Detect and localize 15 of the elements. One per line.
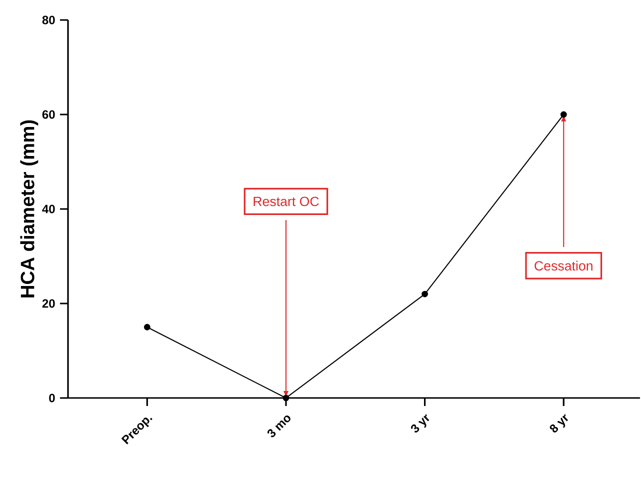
x-tick-label: 3 yr — [411, 414, 430, 432]
y-tick-label: 20 — [42, 299, 55, 308]
x-tick-label: 3 mo — [267, 416, 290, 438]
y-axis-title: HCA diameter (mm) — [20, 120, 38, 298]
y-tick-label: 80 — [42, 16, 55, 24]
y-tick-label: 60 — [42, 110, 55, 119]
y-tick-label: 0 — [49, 394, 55, 402]
y-tick-label: 40 — [42, 204, 55, 214]
point — [422, 290, 428, 298]
annotation: Restart OC — [254, 196, 319, 206]
annotation: Cessation — [534, 260, 592, 271]
point — [282, 394, 290, 402]
point — [144, 324, 150, 330]
x-tick-label: 8 yr — [550, 414, 568, 433]
point — [560, 111, 567, 118]
